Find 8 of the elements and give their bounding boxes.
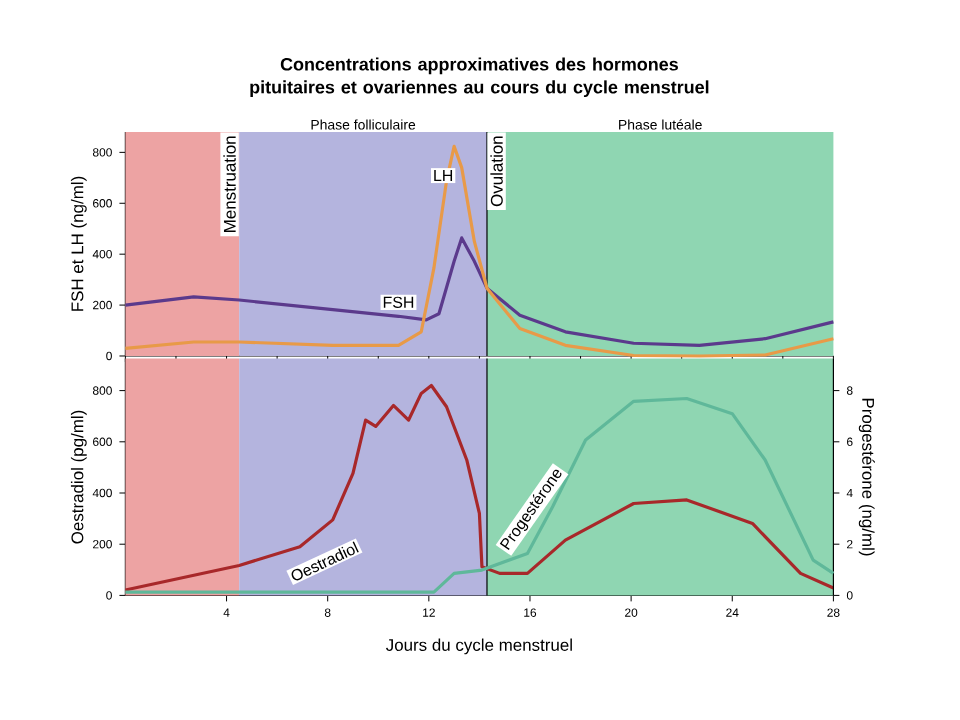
line-series (123, 236, 835, 347)
y-axis-title: Oestradiol (pg/ml) (70, 410, 87, 544)
y2-axis-title: Progestérone (ng/ml) (858, 398, 875, 556)
x-axis-title: Jours du cycle menstruel (385, 638, 572, 655)
chart-title: Concentrations approximatives des hormones pituitaires et ovariennes au cours du cycle menstruel (250, 57, 709, 98)
y-axis-title: FSH et LH (ng/ml) (70, 176, 87, 311)
ref-line-label: Ovulation (490, 136, 503, 207)
band-label: Menstruation (223, 136, 236, 232)
